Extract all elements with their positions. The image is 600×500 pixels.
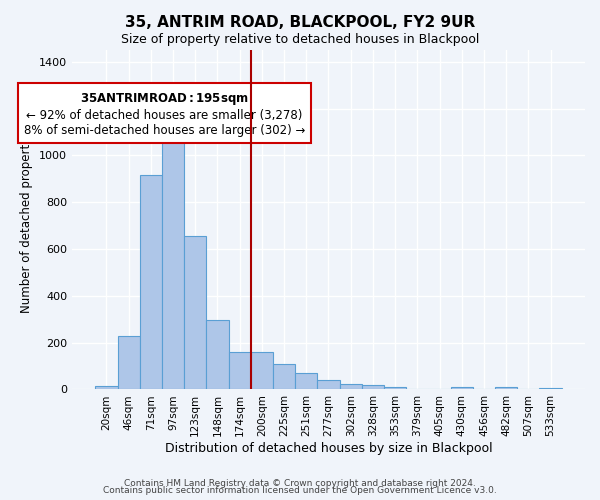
Text: Size of property relative to detached houses in Blackpool: Size of property relative to detached ho… xyxy=(121,32,479,46)
Bar xyxy=(362,385,384,390)
Y-axis label: Number of detached properties: Number of detached properties xyxy=(20,126,34,312)
Bar xyxy=(317,380,340,390)
Bar xyxy=(184,236,206,390)
Bar xyxy=(251,352,273,390)
Bar xyxy=(140,175,162,390)
X-axis label: Distribution of detached houses by size in Blackpool: Distribution of detached houses by size … xyxy=(164,442,493,455)
Bar xyxy=(451,387,473,390)
Text: $\bf{35 ANTRIM ROAD: 195sqm}$
← 92% of detached houses are smaller (3,278)
8% of: $\bf{35 ANTRIM ROAD: 195sqm}$ ← 92% of d… xyxy=(23,90,305,136)
Bar xyxy=(384,387,406,390)
Bar xyxy=(118,336,140,390)
Bar xyxy=(295,373,317,390)
Bar xyxy=(539,388,562,390)
Text: 35, ANTRIM ROAD, BLACKPOOL, FY2 9UR: 35, ANTRIM ROAD, BLACKPOOL, FY2 9UR xyxy=(125,15,475,30)
Bar xyxy=(273,364,295,390)
Bar xyxy=(495,387,517,390)
Text: Contains HM Land Registry data © Crown copyright and database right 2024.: Contains HM Land Registry data © Crown c… xyxy=(124,478,476,488)
Bar xyxy=(229,352,251,390)
Text: Contains public sector information licensed under the Open Government Licence v3: Contains public sector information licen… xyxy=(103,486,497,495)
Bar xyxy=(206,320,229,390)
Bar xyxy=(340,384,362,390)
Bar xyxy=(95,386,118,390)
Bar xyxy=(162,136,184,390)
